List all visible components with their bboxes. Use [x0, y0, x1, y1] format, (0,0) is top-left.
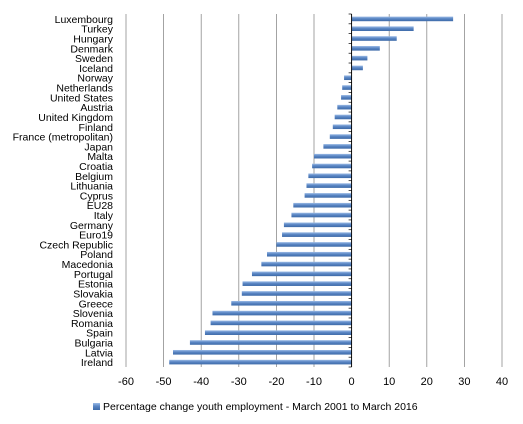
bar: [306, 183, 352, 188]
x-tick-label: 40: [496, 376, 508, 388]
x-tick-label: -50: [156, 376, 172, 388]
category-label: Greece: [79, 298, 114, 310]
bar: [329, 134, 352, 139]
category-label: Germany: [70, 220, 114, 232]
bar: [351, 26, 414, 32]
category-label: Norway: [77, 73, 113, 85]
bar: [351, 36, 397, 41]
bar: [351, 16, 454, 22]
category-label: Macedonia: [62, 259, 114, 271]
bar: [204, 330, 352, 335]
category-label: United Kingdom: [38, 112, 113, 124]
category-label: Iceland: [79, 63, 113, 75]
legend: Percentage change youth employment - Mar…: [93, 401, 418, 413]
bar: [251, 271, 352, 277]
bar: [344, 75, 352, 81]
bar: [189, 340, 352, 345]
bar-series: [169, 16, 454, 365]
category-label: Italy: [94, 210, 114, 222]
category-label: Turkey: [81, 24, 113, 36]
bar: [261, 261, 352, 267]
x-tick-label: -40: [193, 376, 209, 388]
category-label: EU28: [87, 200, 113, 212]
category-label: Croatia: [79, 161, 113, 173]
category-ticks: [348, 13, 352, 368]
x-tick-label: 20: [421, 376, 433, 388]
bar: [267, 251, 352, 257]
bar: [169, 359, 352, 365]
category-label: Euro19: [79, 230, 113, 242]
bar: [332, 124, 352, 130]
bar: [308, 173, 352, 179]
category-label: Poland: [80, 249, 113, 261]
bar: [291, 212, 352, 218]
bar: [341, 95, 352, 100]
bar: [342, 85, 352, 90]
category-label: Latvia: [85, 347, 113, 359]
category-labels: LuxembourgTurkeyHungaryDenmarkSwedenIcel…: [13, 14, 114, 369]
bar: [337, 104, 352, 110]
bar: [231, 300, 352, 306]
category-label: Cyprus: [80, 190, 113, 202]
category-label: Slovakia: [73, 288, 113, 300]
bar: [323, 144, 352, 149]
bar: [282, 232, 352, 237]
x-tick-labels: -60 -50 -40 -30 -20 -10 0 10 20 30 40: [118, 376, 508, 388]
category-label: Slovenia: [73, 308, 113, 320]
bar: [276, 242, 352, 247]
bar: [212, 310, 352, 316]
category-label: Denmark: [70, 43, 113, 55]
category-label: Netherlands: [56, 83, 113, 95]
category-label: Portugal: [74, 269, 113, 281]
category-label: Luxembourg: [55, 14, 114, 26]
category-label: Estonia: [78, 279, 113, 291]
bar: [351, 55, 368, 61]
bar: [351, 46, 380, 51]
x-tick-label: -30: [231, 376, 247, 388]
category-label: Bulgaria: [74, 337, 113, 349]
category-label: United States: [50, 92, 113, 104]
bar: [283, 222, 352, 228]
category-label: Ireland: [81, 357, 113, 369]
category-label: Austria: [80, 102, 113, 114]
category-label: Czech Republic: [39, 239, 113, 251]
bar: [351, 65, 363, 71]
bar: [210, 320, 352, 326]
bar: [312, 163, 352, 169]
legend-label: Percentage change youth employment - Mar…: [103, 401, 418, 413]
category-label: Finland: [79, 122, 114, 134]
bar: [314, 153, 352, 159]
x-tick-label: -10: [306, 376, 322, 388]
bar: [241, 291, 352, 296]
x-tick-label: 10: [383, 376, 395, 388]
category-label: Hungary: [73, 34, 113, 46]
category-label: Lithuania: [70, 181, 113, 193]
x-tick-label: 0: [349, 376, 355, 388]
category-label: Japan: [84, 141, 113, 153]
bar: [334, 114, 352, 120]
x-tick-label: -20: [268, 376, 284, 388]
category-label: France (metropolitan): [13, 132, 113, 144]
category-label: Malta: [87, 151, 113, 163]
bar: [293, 202, 352, 208]
category-label: Belgium: [75, 171, 113, 183]
bar: [173, 349, 352, 355]
x-tick-label: -60: [118, 376, 134, 388]
category-label: Sweden: [75, 53, 113, 65]
x-tick-label: 30: [458, 376, 470, 388]
legend-swatch: [93, 403, 100, 410]
category-label: Romania: [71, 318, 113, 330]
category-label: Spain: [86, 328, 113, 340]
bar: [304, 193, 352, 198]
bar: [242, 281, 352, 286]
